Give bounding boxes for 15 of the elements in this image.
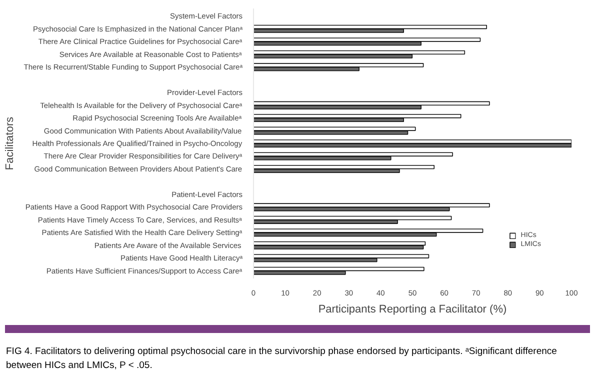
caption: FIG 4. Facilitators to delivering optimal psychosocial care in the survivorship phase endorsed by participants. ᵃSignificant difference between HICs and LMICs, P < .05. xyxy=(6,345,558,372)
bar xyxy=(254,203,490,208)
bar xyxy=(254,139,572,144)
bar xyxy=(254,152,453,156)
x-axis-title: Participants Reporting a Facilitator (%) xyxy=(318,304,507,316)
bar xyxy=(254,38,481,42)
bar xyxy=(254,254,430,258)
bar xyxy=(254,245,424,250)
bar xyxy=(254,114,462,118)
bar xyxy=(254,63,424,68)
bar xyxy=(254,143,572,148)
y-axis-title: Facilitators xyxy=(4,116,16,170)
bar xyxy=(254,228,484,233)
bar xyxy=(254,164,435,170)
bar xyxy=(254,126,416,131)
